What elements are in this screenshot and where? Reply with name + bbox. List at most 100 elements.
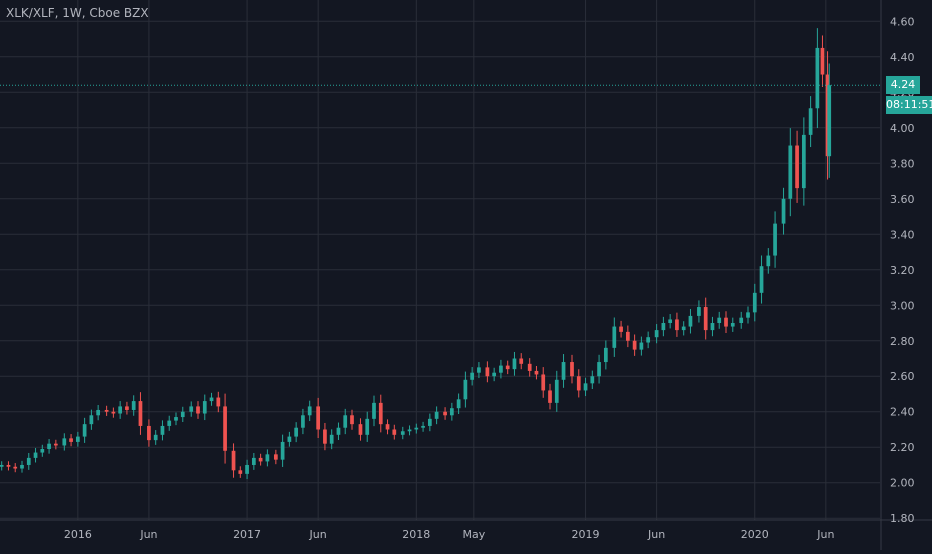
candle-body xyxy=(639,342,644,350)
candle xyxy=(301,408,305,435)
last-price-badge: 4.24 xyxy=(886,76,920,95)
x-tick-label: Jun xyxy=(647,528,665,541)
candle-body xyxy=(710,323,715,331)
candle xyxy=(808,96,813,148)
candle xyxy=(392,424,397,440)
candle xyxy=(372,395,376,427)
candle-body xyxy=(372,402,376,419)
y-tick-label: 3.60 xyxy=(890,193,915,206)
candle xyxy=(6,461,11,471)
candle-body xyxy=(189,406,194,412)
candle xyxy=(0,461,4,471)
candle-body xyxy=(238,470,243,474)
candle-body xyxy=(827,85,832,157)
y-tick-label: 2.40 xyxy=(890,406,915,419)
x-tick-label: Jun xyxy=(139,528,157,541)
candle-body xyxy=(668,319,673,324)
candle-body xyxy=(773,223,777,256)
candle-body xyxy=(231,450,236,471)
candle-body xyxy=(62,438,67,446)
candle-body xyxy=(820,47,825,75)
candle xyxy=(223,393,227,464)
candle-body xyxy=(414,427,419,430)
candle-body xyxy=(223,406,227,451)
candle xyxy=(773,211,777,268)
candle xyxy=(329,429,334,450)
candle xyxy=(449,402,454,421)
candle-body xyxy=(808,108,813,135)
candle xyxy=(815,28,820,129)
countdown-badge: 08:11:51 xyxy=(886,96,932,115)
candle-body xyxy=(407,429,412,432)
candle-body xyxy=(75,436,80,442)
candle-body xyxy=(174,417,178,421)
x-tick-label: 2017 xyxy=(233,528,261,541)
candle xyxy=(675,312,679,337)
x-tick-label: 2019 xyxy=(572,528,600,541)
candle-body xyxy=(632,340,637,350)
candle xyxy=(519,353,524,370)
candle-body xyxy=(619,326,623,332)
candle-body xyxy=(316,406,321,430)
candle xyxy=(350,409,354,430)
candle-body xyxy=(730,323,735,327)
candle-body xyxy=(104,409,109,412)
candle-body xyxy=(801,134,806,189)
candle xyxy=(463,371,468,408)
candle-body xyxy=(33,452,38,458)
candle xyxy=(316,397,321,439)
candle xyxy=(280,434,285,467)
candle xyxy=(456,393,461,414)
candle xyxy=(746,306,750,324)
candle xyxy=(131,395,136,416)
candle-body xyxy=(287,436,292,442)
candle-body xyxy=(661,323,666,331)
candle xyxy=(534,366,539,380)
candle xyxy=(343,408,348,435)
candle xyxy=(82,417,87,443)
candle xyxy=(654,324,659,344)
time-axis[interactable]: 2016 Jun 2017 Jun 2018 May 2019 Jun 2020 Jun xyxy=(64,528,835,541)
candle-body xyxy=(273,454,278,460)
candle xyxy=(820,35,825,87)
candle-body xyxy=(13,466,18,469)
candle xyxy=(258,453,263,466)
candle-body xyxy=(69,438,73,442)
x-tick-label: May xyxy=(462,528,485,541)
candle-body xyxy=(759,266,764,293)
candle xyxy=(216,391,221,413)
candle-body xyxy=(20,464,24,469)
candle-body xyxy=(470,372,475,380)
candle xyxy=(238,466,243,478)
candle xyxy=(548,383,552,410)
candle-body xyxy=(534,370,539,375)
x-tick-label: 2018 xyxy=(402,528,430,541)
candle-body xyxy=(654,330,659,338)
price-axis[interactable]: 1.80 2.00 2.20 2.40 2.60 2.80 3.00 3.20 3.40 3.60… xyxy=(890,15,915,525)
candle xyxy=(632,334,637,356)
candle-body xyxy=(350,415,354,425)
candle xyxy=(590,370,595,389)
candle xyxy=(827,63,832,178)
candle-body xyxy=(26,457,31,465)
candle-body xyxy=(258,457,263,462)
candle-body xyxy=(443,411,447,416)
candle-body xyxy=(554,379,559,403)
candle xyxy=(597,354,601,384)
candle-body xyxy=(358,424,363,435)
candle-body xyxy=(739,317,744,324)
candle-body xyxy=(343,415,348,428)
candle xyxy=(323,422,327,451)
candle xyxy=(294,422,299,443)
candle-body xyxy=(323,429,327,444)
candle xyxy=(681,321,686,336)
candle xyxy=(619,320,623,338)
candle-body xyxy=(795,145,799,189)
candle xyxy=(245,459,249,480)
candle xyxy=(752,283,757,322)
candle xyxy=(160,420,165,441)
candle-body xyxy=(485,367,490,377)
y-tick-label: 4.40 xyxy=(890,51,915,64)
candle-body xyxy=(681,326,686,331)
